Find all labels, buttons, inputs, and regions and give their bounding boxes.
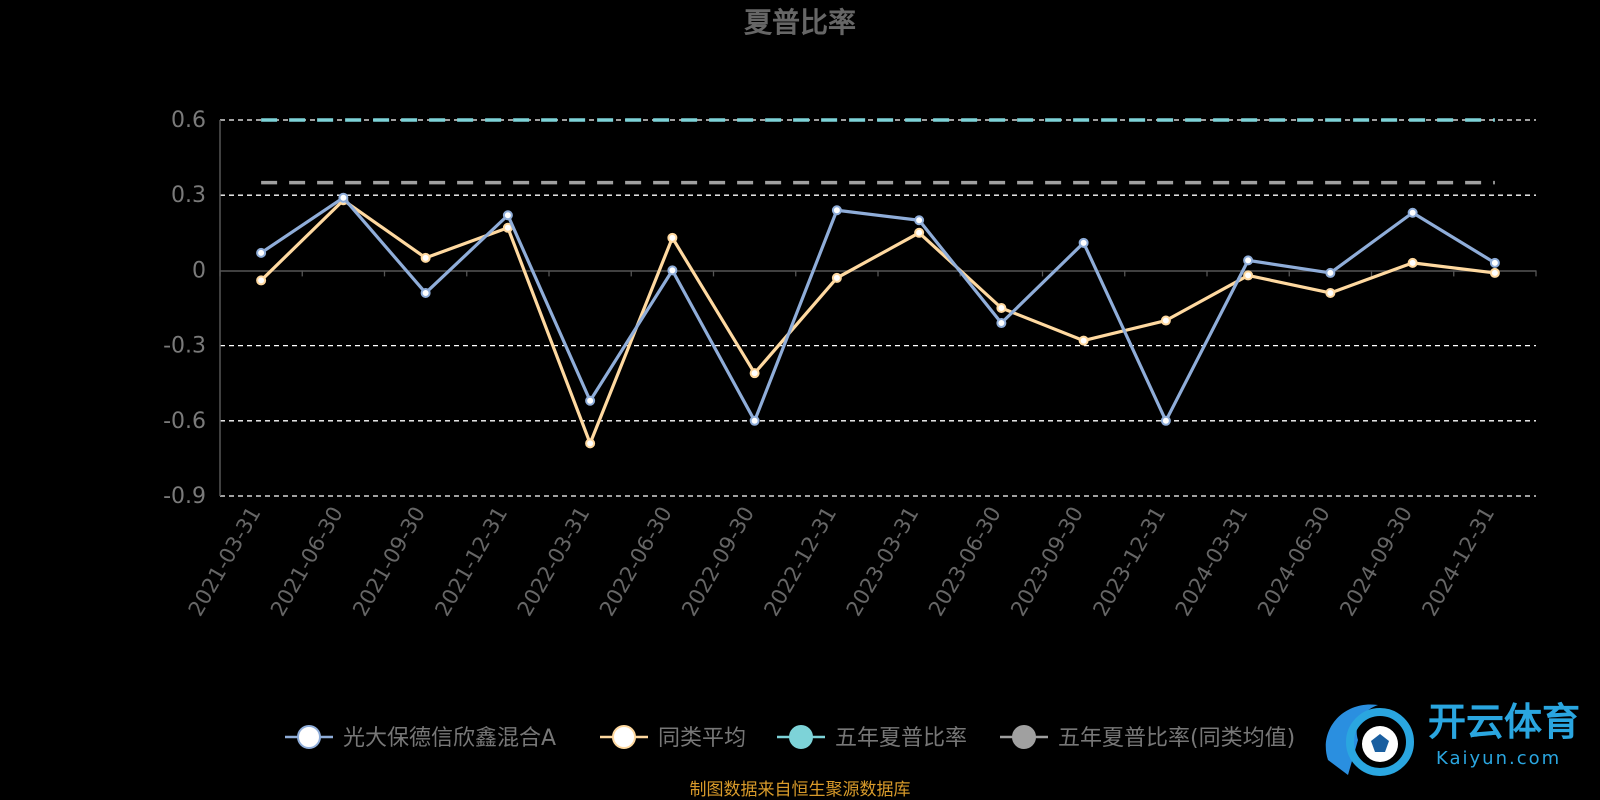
legend-item[interactable]: 五年夏普比率(同类均值)	[1000, 725, 1295, 751]
y-tick-label: 0	[192, 258, 206, 283]
x-tick-labels: 2021-03-31 2021-06-30 2021-09-30 2021-12-31…	[184, 503, 1500, 621]
data-point	[831, 205, 842, 216]
chart-title: 夏普比率	[744, 6, 856, 39]
source-note: 制图数据来自恒生聚源数据库	[690, 780, 911, 800]
data-point	[749, 415, 760, 426]
data-point	[1160, 315, 1171, 326]
data-point	[667, 232, 678, 243]
series-layer	[256, 118, 1500, 449]
x-tick-label: 2023-06-30	[924, 503, 1006, 621]
legend-item[interactable]: 五年夏普比率	[777, 725, 967, 751]
y-tick-label: 0.6	[171, 108, 206, 133]
x-tick-label: 2024-03-31	[1171, 503, 1253, 621]
x-tick-label: 2023-03-31	[842, 503, 924, 621]
x-tick-marks	[219, 270, 1537, 277]
legend[interactable]: 光大保德信欣鑫混合A 同类平均 五年夏普比率 五年夏普比率(同类均值)	[285, 725, 1295, 751]
series-line	[260, 196, 1496, 423]
x-tick-label: 2021-09-30	[348, 503, 430, 621]
legend-label: 光大保德信欣鑫混合A	[343, 726, 556, 751]
x-tick-label: 2021-12-31	[430, 503, 512, 621]
data-point	[420, 252, 431, 263]
data-point	[1489, 267, 1500, 278]
watermark-logo: 开云体育 Kaiyun.com	[1325, 700, 1580, 776]
y-tick-label: 0.3	[171, 183, 206, 208]
data-point	[420, 287, 431, 298]
legend-swatch-marker	[297, 725, 321, 749]
x-tick-label: 2024-12-31	[1417, 503, 1499, 621]
data-point	[338, 192, 349, 203]
series-1	[256, 195, 1500, 449]
data-point	[585, 438, 596, 449]
x-tick-label: 2024-09-30	[1335, 503, 1417, 621]
data-point	[502, 210, 513, 221]
data-point	[1325, 267, 1336, 278]
data-point	[1243, 255, 1254, 266]
data-point	[996, 303, 1007, 313]
legend-label: 同类平均	[658, 726, 746, 751]
data-point	[996, 318, 1007, 329]
series-0	[256, 192, 1500, 426]
x-tick-label: 2022-09-30	[677, 503, 759, 621]
data-point	[831, 272, 842, 283]
watermark-main: 开云体育	[1428, 700, 1580, 744]
data-point	[1160, 415, 1171, 426]
gridlines	[220, 119, 1536, 497]
data-point	[914, 227, 925, 238]
legend-item[interactable]: 同类平均	[600, 725, 746, 751]
data-point	[1078, 237, 1089, 248]
data-point	[667, 265, 678, 276]
y-tick-labels: 0.6 0.3 0 -0.3 -0.6 -0.9	[163, 108, 206, 509]
legend-swatch-marker	[612, 725, 636, 749]
data-point	[1078, 335, 1089, 346]
legend-label: 五年夏普比率	[835, 726, 967, 751]
series-line	[260, 198, 1496, 445]
data-point	[585, 395, 596, 406]
y-tick-label: -0.6	[163, 409, 206, 434]
data-point	[1407, 207, 1418, 218]
x-tick-label: 2023-12-31	[1088, 503, 1170, 621]
x-tick-label: 2023-09-30	[1006, 503, 1088, 621]
kaiyun-logo-icon	[1325, 704, 1414, 776]
data-point	[256, 247, 267, 258]
x-tick-label: 2022-03-31	[513, 503, 595, 621]
data-point	[749, 368, 760, 379]
watermark-sub: Kaiyun.com	[1436, 748, 1561, 769]
data-point	[1489, 257, 1500, 268]
data-point	[1407, 257, 1418, 268]
x-tick-label: 2024-06-30	[1253, 503, 1335, 621]
legend-swatch-marker	[1012, 725, 1036, 749]
x-tick-label: 2021-03-31	[184, 503, 266, 621]
data-point	[256, 275, 267, 286]
legend-item[interactable]: 光大保德信欣鑫混合A	[285, 725, 556, 751]
legend-label: 五年夏普比率(同类均值)	[1058, 726, 1295, 751]
x-tick-label: 2022-12-31	[759, 503, 841, 621]
y-tick-label: -0.9	[163, 484, 206, 509]
data-point	[1325, 287, 1336, 298]
y-tick-label: -0.3	[163, 334, 206, 359]
legend-swatch-marker	[789, 725, 813, 749]
x-tick-label: 2022-06-30	[595, 503, 677, 621]
data-point	[1243, 270, 1254, 281]
data-point	[914, 215, 925, 226]
x-tick-label: 2021-06-30	[266, 503, 348, 621]
